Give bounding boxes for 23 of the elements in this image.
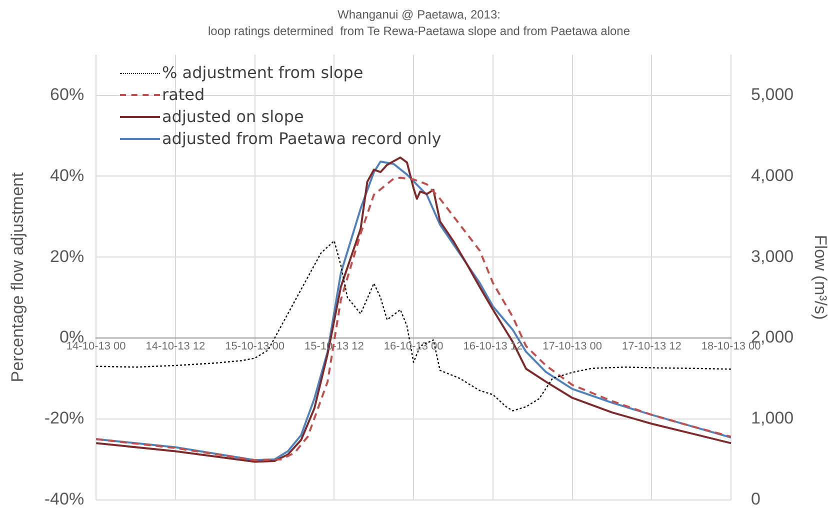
y2-tick-label: 1,000 [751,408,794,428]
chart-subtitle: loop ratings determined from Te Rewa-Paetawa slope and from Paetawa alone [208,24,630,38]
y-axis-title: Percentage flow adjustment [8,172,27,382]
x-tick-label: 15-10-13 00 [225,340,284,353]
x-tick-label: 14-10-13 12 [146,340,206,353]
legend-label: adjusted on slope [162,106,304,128]
y2-axis-title: Flow (m³/s) [811,234,830,320]
y2-tick-label: 3,000 [751,246,794,266]
legend-label: adjusted from Paetawa record only [162,128,442,150]
y-tick-label: -20% [44,408,84,428]
y2-tick-label: 5,000 [751,84,794,104]
y-tick-label: 40% [50,166,84,185]
x-tick-label: 17-10-13 00 [542,340,602,353]
y-tick-label: 20% [50,246,84,266]
x-tick-label: 17-10-13 12 [622,340,682,353]
y-tick-label: -40% [44,489,84,508]
chart-title: Whanganui @ Paetawa, 2013: [338,8,500,22]
x-tick-label: 14-10-13 00 [66,340,126,353]
y-tick-label: 60% [50,84,84,104]
y2-tick-label: 4,000 [751,166,794,185]
y2-tick-label: 0 [751,489,761,508]
legend-label: rated [162,84,205,106]
legend-label: % adjustment from slope [162,62,364,84]
